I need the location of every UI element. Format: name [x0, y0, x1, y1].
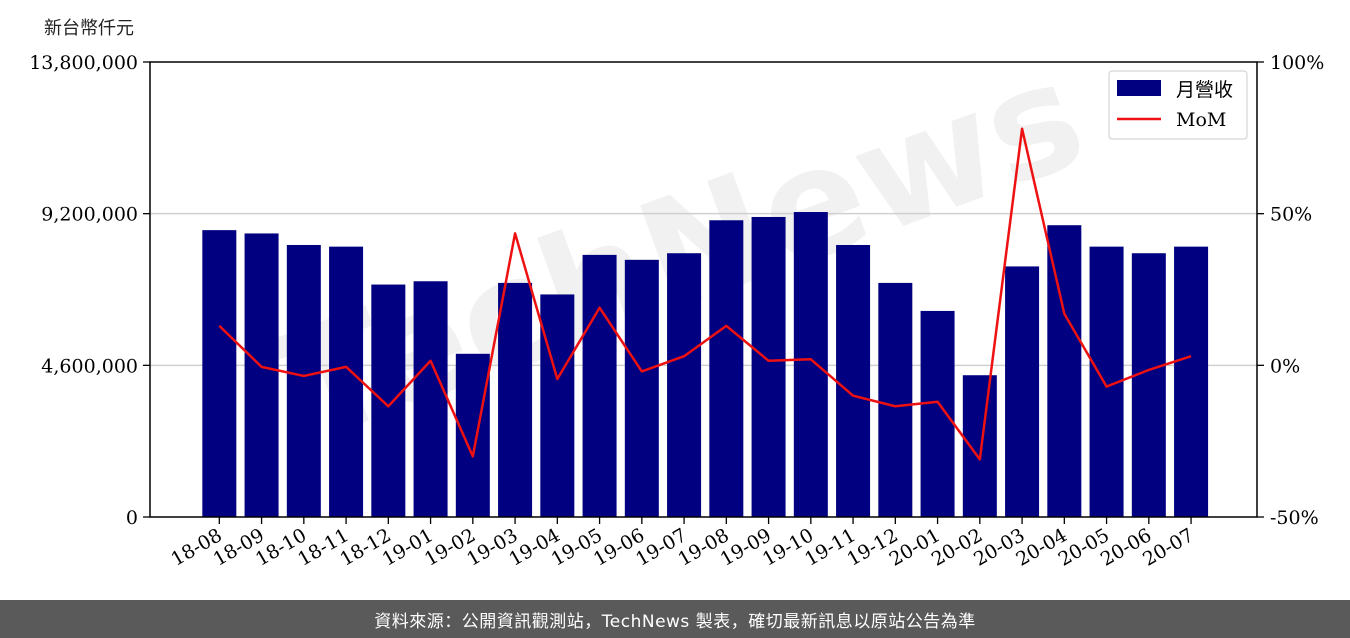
bar-18-09: [244, 233, 279, 517]
bar-19-12: [878, 282, 913, 517]
plot-frame: [149, 61, 1258, 518]
left-tick-label: 13,800,000: [29, 52, 138, 74]
bar-20-07: [1174, 246, 1209, 517]
bar-19-07: [667, 253, 702, 518]
bar-18-10: [286, 244, 321, 517]
right-tick-label: 0%: [1270, 355, 1300, 377]
legend-label-bar: 月營收: [1176, 79, 1233, 101]
bar-19-05: [582, 254, 617, 517]
bar-18-11: [329, 246, 364, 517]
bar-19-03: [498, 282, 533, 517]
bar-20-06: [1131, 253, 1166, 518]
bar-20-04: [1047, 225, 1082, 517]
bar-19-10: [793, 212, 828, 517]
bar-19-04: [540, 294, 575, 517]
right-tick-label: 50%: [1270, 204, 1312, 226]
bar-18-12: [371, 284, 406, 517]
bar-19-09: [751, 216, 786, 517]
source-footer: 資料來源：公開資訊觀測站，TechNews 製表，確切最新訊息以原站公告為準: [0, 600, 1350, 638]
bar-19-02: [455, 353, 490, 517]
bar-19-11: [836, 244, 871, 517]
y-axis-unit-label: 新台幣仟元: [44, 18, 134, 39]
left-tick-label: 4,600,000: [41, 355, 138, 377]
bar-19-06: [624, 259, 659, 517]
mom-line: [218, 127, 1192, 461]
left-tick-label: 9,200,000: [41, 204, 138, 226]
bar-18-08: [202, 230, 237, 518]
bar-19-08: [709, 220, 744, 517]
legend-swatch-bar: [1117, 80, 1161, 96]
bar-20-02: [962, 375, 997, 517]
legend-label-line: MoM: [1176, 109, 1226, 131]
right-tick-label: 100%: [1270, 52, 1324, 74]
bar-line-chart: TechNews04,600,0009,200,00013,800,000-50…: [29, 28, 1324, 571]
left-tick-label: 0: [126, 507, 138, 529]
bar-20-01: [920, 310, 955, 517]
bar-20-03: [1005, 266, 1040, 517]
right-tick-label: -50%: [1270, 507, 1319, 529]
bar-19-01: [413, 281, 448, 517]
